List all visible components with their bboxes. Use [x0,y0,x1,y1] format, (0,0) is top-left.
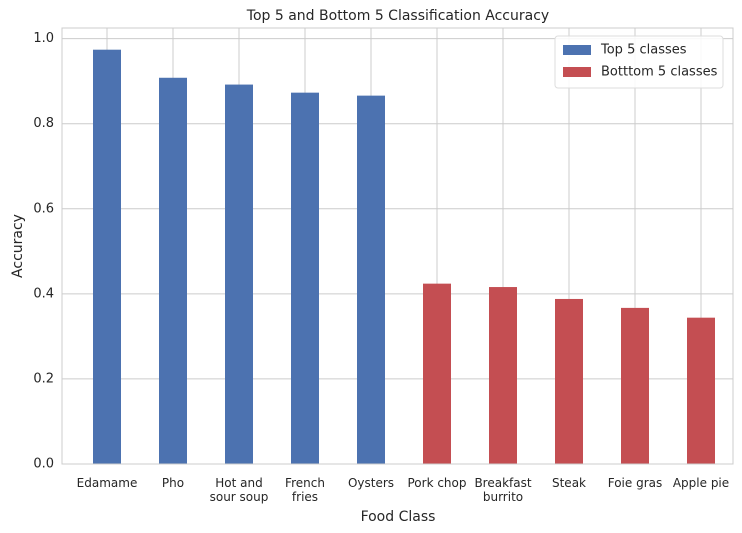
x-tick-label: French fries [285,476,325,504]
bar [159,77,187,464]
y-tick-label: 0.0 [33,457,54,472]
bar [687,317,715,464]
x-tick-label: Oysters [348,476,394,490]
x-axis-label: Food Class [361,509,436,525]
x-tick-label: Steak [552,476,586,490]
legend-swatch [563,67,591,77]
y-tick-label: 1.0 [33,31,54,46]
legend-label: Botttom 5 classes [601,65,718,80]
bar [489,287,517,464]
x-tick-label: Pork chop [407,476,466,490]
x-tick-label: Apple pie [673,476,729,490]
y-tick-label: 0.6 [33,201,54,216]
bar [555,298,583,464]
chart-title: Top 5 and Bottom 5 Classification Accura… [246,8,549,24]
y-axis-label: Accuracy [10,214,26,278]
x-tick-label: Breakfast burrito [474,476,531,504]
bar [423,283,451,464]
bar [93,49,121,464]
bar [621,307,649,464]
x-tick-label: Edamame [77,476,138,490]
y-tick-label: 0.2 [33,371,54,386]
x-tick-label: Foie gras [608,476,663,490]
bar [225,84,253,464]
legend-label: Top 5 classes [600,43,687,58]
y-tick-label: 0.4 [33,286,54,301]
x-tick-label: Pho [162,476,184,490]
plot-frame [61,27,734,465]
legend-box [554,35,724,89]
x-tick-label: Hot and sour soup [210,476,269,504]
y-tick-label: 0.8 [33,116,54,131]
bar [291,92,319,464]
bar [357,95,385,464]
legend-swatch [563,45,591,55]
